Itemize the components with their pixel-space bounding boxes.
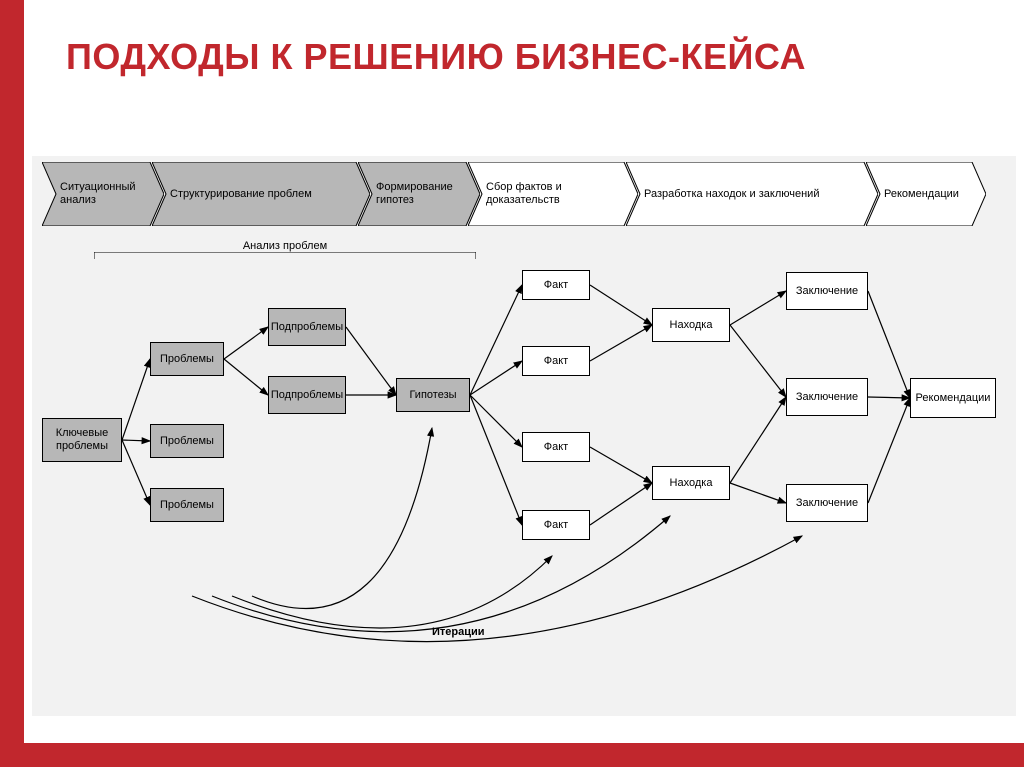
node-c1: Заключение <box>786 272 868 310</box>
process-step-label: Разработка находок и заключений <box>626 188 825 201</box>
analysis-bracket: Анализ проблем <box>94 242 476 262</box>
process-step-5: Рекомендации <box>866 162 986 226</box>
process-step-label: Структурирование проблем <box>152 188 318 201</box>
iterations-label: Итерации <box>432 626 485 638</box>
process-step-label: Ситуационный анализ <box>42 181 164 206</box>
diagram-area: Ситуационный анализСтруктурирование проб… <box>32 156 1016 716</box>
slide-frame: ПОДХОДЫ К РЕШЕНИЮ БИЗНЕС-КЕЙСА Ситуацион… <box>0 0 1024 767</box>
node-sp1: Подпроблемы <box>268 308 346 346</box>
process-chevron-row: Ситуационный анализСтруктурирование проб… <box>42 162 1002 226</box>
process-step-label: Формирование гипотез <box>358 181 480 206</box>
node-p2: Проблемы <box>150 424 224 458</box>
node-f2: Факт <box>522 346 590 376</box>
node-f1: Факт <box>522 270 590 300</box>
node-fin1: Находка <box>652 308 730 342</box>
node-p3: Проблемы <box>150 488 224 522</box>
process-step-label: Сбор фактов и доказательств <box>468 181 638 206</box>
process-step-4: Разработка находок и заключений <box>626 162 878 226</box>
process-step-3: Сбор фактов и доказательств <box>468 162 638 226</box>
node-hyp: Гипотезы <box>396 378 470 412</box>
node-f3: Факт <box>522 432 590 462</box>
slide-title: ПОДХОДЫ К РЕШЕНИЮ БИЗНЕС-КЕЙСА <box>66 36 806 78</box>
node-f4: Факт <box>522 510 590 540</box>
process-step-2: Формирование гипотез <box>358 162 480 226</box>
accent-bar <box>0 743 1024 767</box>
node-rec: Рекомендации <box>910 378 996 418</box>
bracket-label-text: Анализ проблем <box>237 240 333 252</box>
node-p1: Проблемы <box>150 342 224 376</box>
process-step-0: Ситуационный анализ <box>42 162 164 226</box>
accent-bar <box>0 0 24 767</box>
node-key: Ключевые проблемы <box>42 418 122 462</box>
node-c2: Заключение <box>786 378 868 416</box>
node-c3: Заключение <box>786 484 868 522</box>
node-fin2: Находка <box>652 466 730 500</box>
process-step-label: Рекомендации <box>866 188 965 201</box>
process-step-1: Структурирование проблем <box>152 162 370 226</box>
node-sp2: Подпроблемы <box>268 376 346 414</box>
